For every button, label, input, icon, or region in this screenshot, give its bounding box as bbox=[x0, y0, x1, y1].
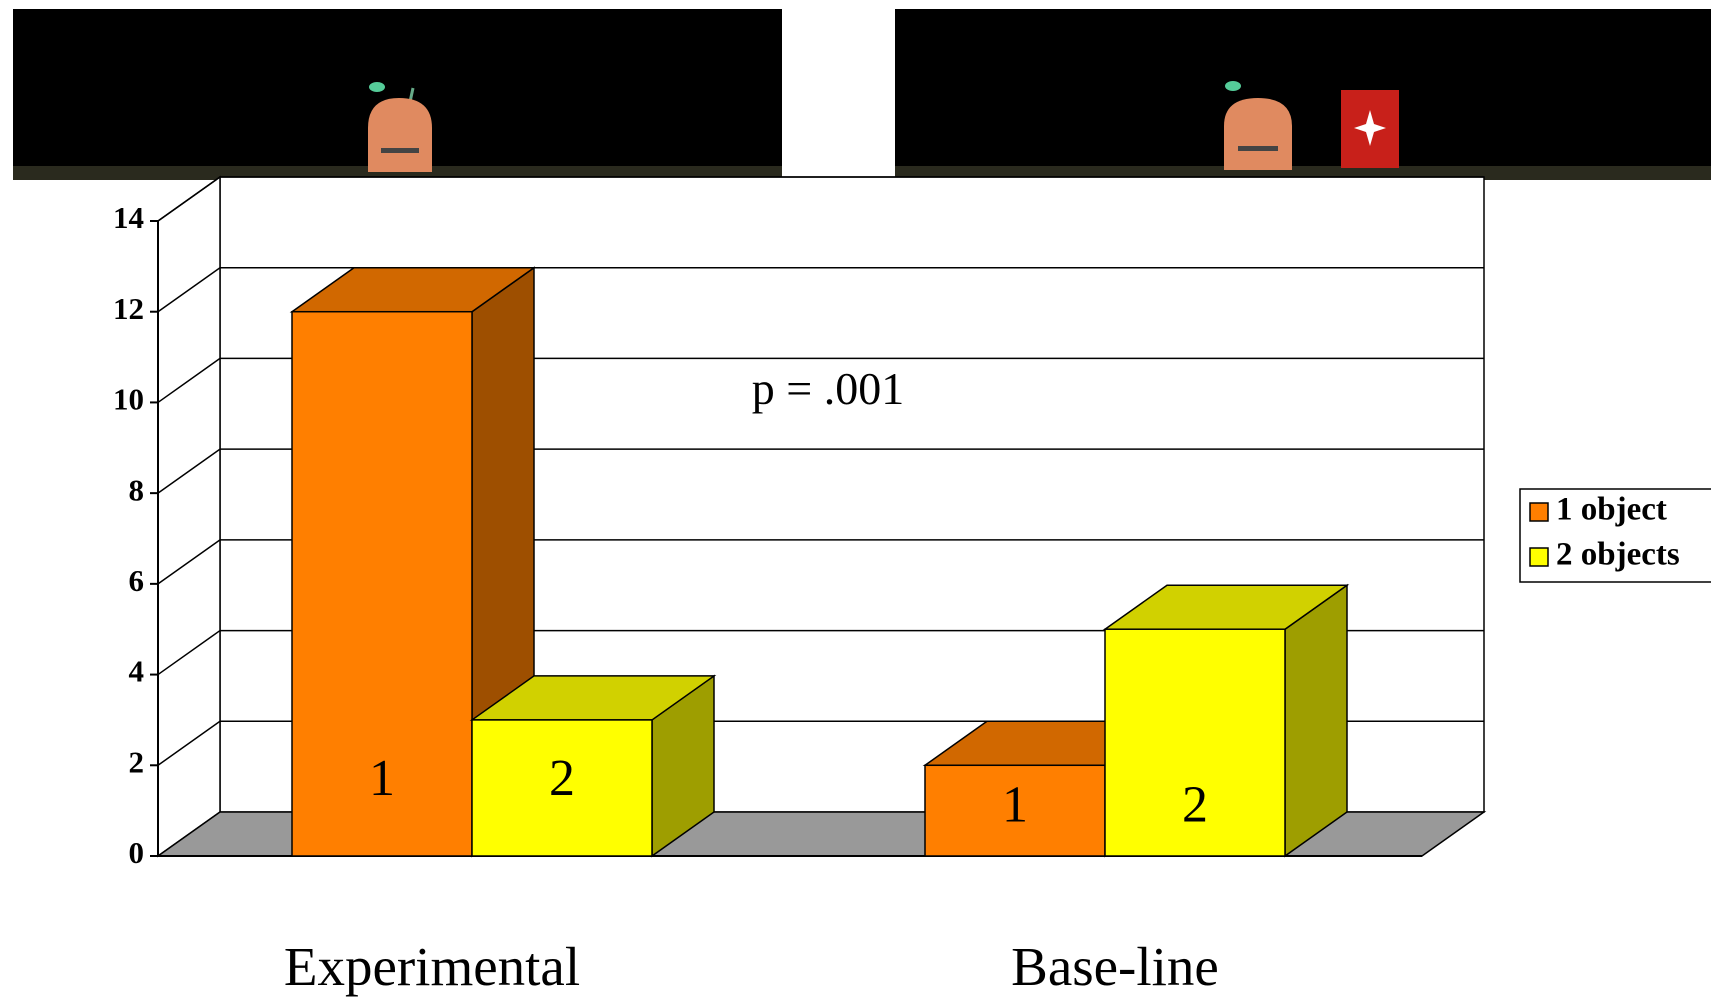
y-tick-label: 14 bbox=[113, 200, 144, 235]
y-tick-label: 8 bbox=[129, 472, 145, 507]
x-category-label: Experimental bbox=[284, 936, 580, 997]
bar bbox=[471, 719, 653, 857]
bar bbox=[1104, 628, 1286, 857]
legend-label: 2 objects bbox=[1556, 537, 1680, 573]
bar-label: 1 bbox=[1002, 776, 1028, 833]
bar-label: 2 bbox=[1182, 776, 1208, 833]
legend-swatch bbox=[1529, 502, 1549, 522]
stimulus-left bbox=[13, 9, 782, 180]
bar-label: 2 bbox=[549, 750, 575, 807]
y-tick-label: 2 bbox=[129, 744, 145, 779]
grid-line bbox=[157, 539, 1484, 585]
legend-label: 1 object bbox=[1556, 492, 1667, 528]
grid-line bbox=[157, 448, 1484, 494]
side-wall bbox=[157, 175, 221, 858]
y-tick-label: 4 bbox=[129, 654, 145, 689]
bar bbox=[291, 310, 473, 857]
y-tick-label: 10 bbox=[113, 382, 144, 417]
annotation: p = .001 bbox=[752, 363, 904, 414]
bar-side bbox=[1284, 583, 1348, 858]
y-tick-label: 0 bbox=[129, 835, 145, 870]
legend-box bbox=[1519, 488, 1711, 583]
stimulus-right bbox=[895, 9, 1711, 180]
bar-label: 1 bbox=[369, 750, 395, 807]
y-tick-label: 12 bbox=[113, 291, 144, 326]
grid-line bbox=[157, 266, 1484, 313]
y-tick-label: 6 bbox=[129, 563, 145, 598]
bar bbox=[924, 764, 1106, 857]
grid-line bbox=[157, 176, 1484, 222]
x-category-label: Base-line bbox=[1011, 936, 1219, 997]
legend: 1 object 2 objects bbox=[1519, 488, 1711, 583]
grid-line bbox=[157, 357, 1484, 404]
legend-swatch bbox=[1529, 547, 1549, 567]
grid-line bbox=[157, 629, 1484, 676]
